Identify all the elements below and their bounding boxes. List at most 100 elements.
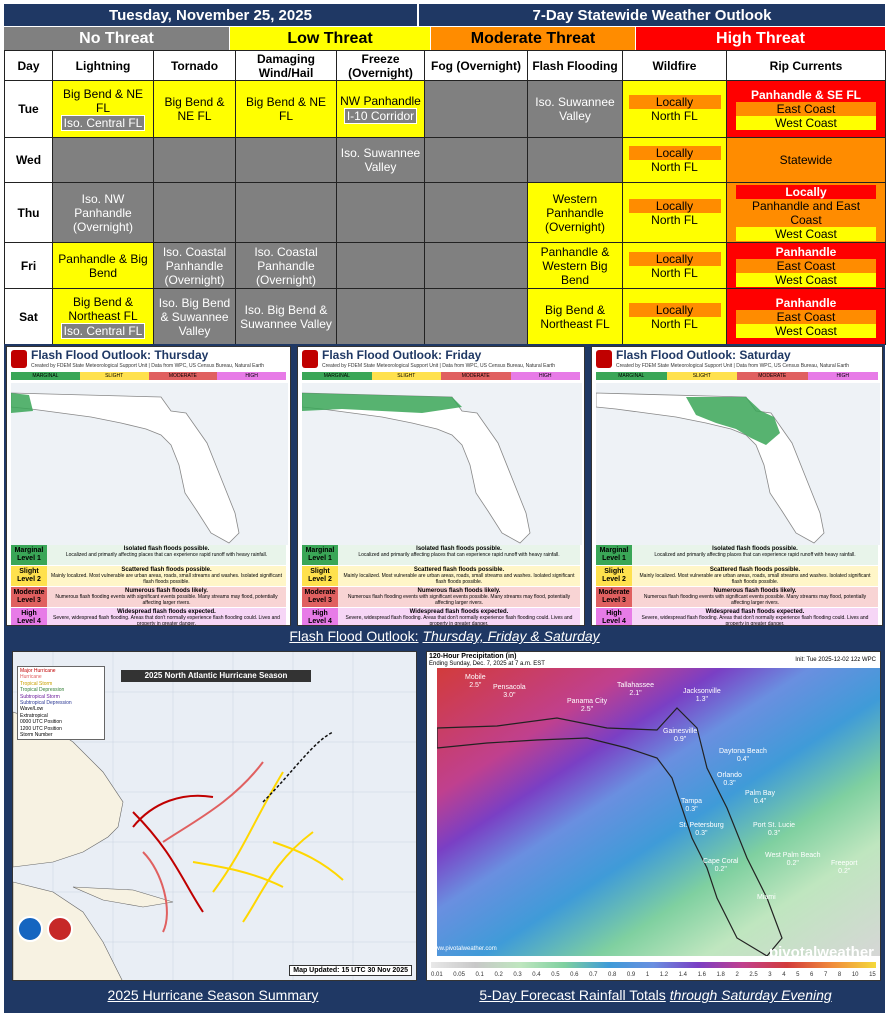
rain-colorbar: [431, 962, 876, 968]
lightning-cell: Iso. NW Panhandle (Overnight): [52, 182, 154, 243]
freeze-cell: [336, 242, 425, 289]
rip-moderate: East Coast: [736, 258, 876, 273]
col-freeze: Freeze (Overnight): [336, 50, 425, 81]
ffo-credit: Created by FDEM State Meteorological Sup…: [31, 363, 265, 369]
freeze-main: NW Panhandle: [340, 94, 421, 108]
fog-cell: [424, 242, 528, 289]
rip-cell: Panhandle East Coast West Coast: [726, 288, 886, 345]
flood-cell: Big Bend & Northeast FL: [527, 288, 623, 345]
ffo-credit: Created by FDEM State Meteorological Sup…: [616, 363, 850, 369]
city-palm-bay: Palm Bay 0.4": [745, 790, 775, 805]
rain-title: 120-Hour Precipitation (in): [429, 653, 517, 660]
lightning-cell: Big Bend & Northeast FL Iso. Central FL: [52, 288, 154, 345]
rain-scale: 0.01 0.05 0.1 0.2 0.3 0.4 0.5 0.6 0.7 0.8 0.9 1 1.2 1…: [431, 972, 876, 978]
rip-low: West Coast: [736, 116, 876, 130]
rip-moderate: Panhandle and East Coast: [751, 198, 861, 227]
city-panama-city: Panama City 2.5": [567, 698, 608, 713]
wildfire-cell: Locally North FL: [622, 182, 727, 243]
ffo-title: Flash Flood Outlook: Friday: [322, 348, 482, 362]
row-wed: Wed Iso. Suwannee Valley Locally North FL…: [4, 137, 886, 183]
wildfire-area: North FL: [628, 160, 721, 174]
legend-moderate-threat: Moderate Threat: [431, 27, 635, 50]
flood-cell: [527, 137, 623, 183]
tornado-cell: Iso. Big Bend & Suwannee Valley: [153, 288, 236, 345]
tornado-cell: Big Bend & NE FL: [153, 80, 236, 138]
rip-cell: Panhandle & SE FL East Coast West Coast: [726, 80, 886, 138]
wildfire-locally: Locally: [628, 146, 721, 160]
wildfire-area: North FL: [628, 212, 721, 227]
wildfire-area: North FL: [628, 109, 721, 123]
hurricane-map-updated: Map Updated: 15 UTC 30 Nov 2025: [289, 965, 412, 976]
cat-slight: SLIGHT: [79, 372, 149, 380]
wind-cell: Big Bend & NE FL: [235, 80, 337, 138]
wind-cell: [235, 182, 337, 243]
city-west-palm-beach: West Palm Beach 0.2": [765, 852, 821, 867]
fog-cell: [424, 137, 528, 183]
rain-subtitle: Ending Sunday, Dec. 7, 2025 at 7 a.m. ES…: [429, 661, 545, 667]
wind-cell: Iso. Big Bend & Suwannee Valley: [235, 288, 337, 345]
ffo-saturday-panel: Flash Flood Outlook: Saturday Created by…: [591, 346, 883, 626]
hurricane-legend: Major Hurricane Hurricane Tropical Storm…: [17, 666, 105, 741]
rip-moderate: East Coast: [736, 102, 876, 116]
ffo-title: Flash Flood Outlook: Thursday: [31, 348, 209, 362]
ffo-title: Flash Flood Outlook: Saturday: [616, 348, 791, 362]
row-sat: Sat Big Bend & Northeast FL Iso. Central …: [4, 288, 886, 345]
freeze-cell: [336, 288, 425, 345]
day-cell: Tue: [4, 80, 53, 138]
row-thu: Thu Iso. NW Panhandle (Overnight) Wester…: [4, 182, 886, 243]
flood-cell: Panhandle & Western Big Bend: [527, 242, 623, 289]
col-lightning: Lightning: [52, 50, 154, 81]
rip-high: Locally: [736, 184, 876, 199]
city-daytona-beach: Daytona Beach 0.4": [719, 748, 767, 763]
rip-low: West Coast: [736, 323, 876, 338]
ffo-thursday-panel: Flash Flood Outlook: Thursday Created by…: [6, 346, 291, 626]
rain-caption: 5-Day Forecast Rainfall Totals through S…: [479, 987, 832, 1003]
rip-high: Panhandle & SE FL: [736, 88, 876, 102]
col-wind-hail: Damaging Wind/Hail: [235, 50, 337, 81]
hurricane-map: 2025 North Atlantic Hurricane Season Maj…: [12, 651, 417, 981]
col-day: Day: [4, 50, 53, 81]
wildfire-locally: Locally: [628, 198, 721, 213]
lvl-moderate: Moderate Level 3: [13, 589, 45, 604]
florida-map: [11, 383, 288, 545]
lightning-cell: Big Bend & NE FL Iso. Central FL: [52, 80, 154, 138]
legend-low-threat: Low Threat: [230, 27, 430, 50]
freeze-cell: Iso. Suwannee Valley: [336, 137, 425, 183]
header-title: 7-Day Statewide Weather Outlook: [419, 4, 885, 26]
ffo-legend: Marginal Level 1 Isolated flash floods pos…: [596, 545, 878, 625]
flood-cell: Western Panhandle (Overnight): [527, 182, 623, 243]
flood-cell: Iso. Suwannee Valley: [527, 80, 623, 138]
row-tue: Tue Big Bend & NE FL Iso. Central FL Big …: [4, 80, 886, 138]
col-fog: Fog (Overnight): [424, 50, 528, 81]
wildfire-cell: Locally North FL: [622, 242, 727, 289]
lightning-main: Big Bend & Northeast FL: [68, 294, 138, 323]
hurricane-map-title: 2025 North Atlantic Hurricane Season: [121, 670, 311, 682]
cat-moderate: MODERATE: [148, 372, 218, 380]
col-flash-flooding: Flash Flooding: [527, 50, 623, 81]
cat-high: HIGH: [217, 372, 286, 380]
florida-map: [596, 383, 880, 545]
rip-high: Panhandle: [736, 244, 876, 259]
wildfire-locally: Locally: [628, 95, 721, 109]
wildfire-cell: Locally North FL: [622, 137, 727, 183]
city-gainesville: Gainesville 0.9": [663, 728, 698, 743]
day-cell: Wed: [4, 137, 53, 183]
rain-init: Init: Tue 2025-12-02 12z WPC: [795, 657, 876, 663]
freeze-iso: I-10 Corridor: [343, 108, 418, 124]
freeze-cell: [336, 182, 425, 243]
rip-low: West Coast: [736, 226, 876, 241]
city-miami: Miami: [757, 894, 776, 901]
row-fri: Fri Panhandle & Big Bend Iso. Coastal Pa…: [4, 242, 886, 289]
threat-table: Day Lightning Tornado Damaging Wind/Hail…: [4, 50, 886, 345]
ffo-friday-panel: Flash Flood Outlook: Friday Created by F…: [297, 346, 585, 626]
wildfire-cell: Locally North FL: [622, 80, 727, 138]
wildfire-area: North FL: [628, 316, 721, 331]
wildfire-area: North FL: [628, 265, 721, 280]
ffo-category-bar: MARGINAL SLIGHT MODERATE HIGH: [11, 372, 286, 380]
tornado-cell: [153, 137, 236, 183]
col-wildfire: Wildfire: [622, 50, 727, 81]
legend-no-threat: No Threat: [4, 27, 229, 50]
cat-marginal: MARGINAL: [11, 372, 80, 380]
city-st-petersburg: St. Petersburg 0.3": [679, 822, 724, 837]
lvl-slight: Slight Level 2: [17, 568, 41, 583]
